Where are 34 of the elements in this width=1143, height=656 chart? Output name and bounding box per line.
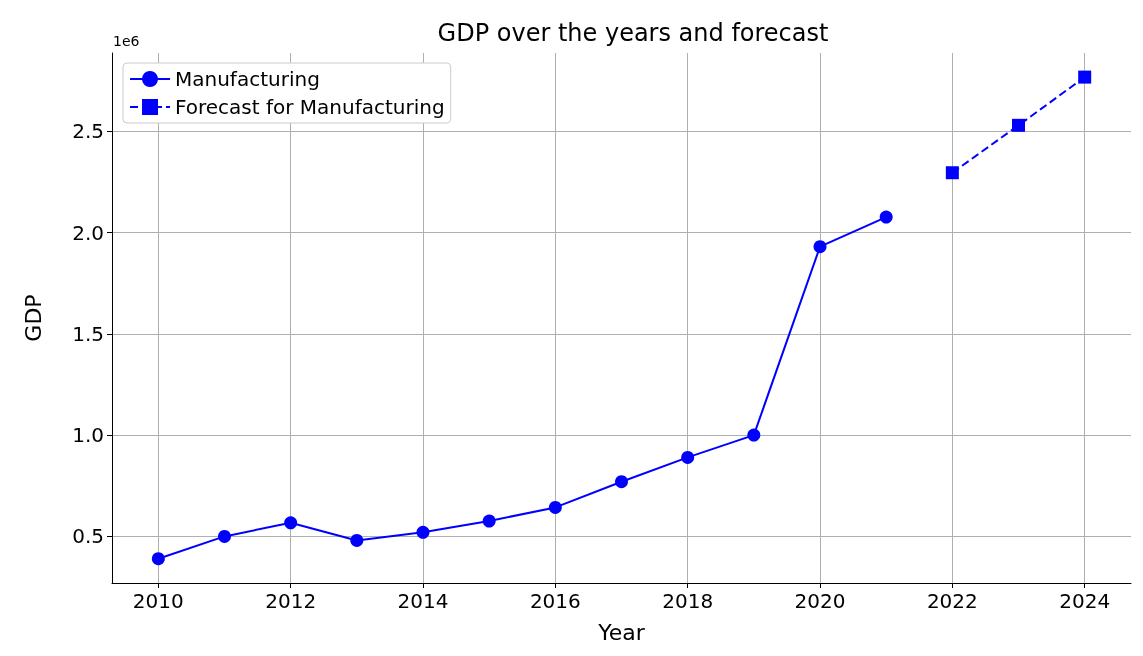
point — [218, 529, 231, 543]
point — [813, 240, 827, 254]
point — [482, 514, 496, 528]
point — [681, 450, 695, 464]
point — [284, 516, 298, 530]
text: 1e6 — [113, 33, 140, 49]
y-tick-label: 1.5 — [72, 321, 104, 346]
point — [416, 525, 430, 539]
chart-title: GDP over the years and forecast — [437, 19, 829, 47]
point — [1078, 70, 1092, 84]
x-tick-label: 2012 — [265, 589, 317, 613]
y-tick-label: 2.5 — [72, 119, 104, 144]
point — [879, 210, 893, 224]
x-tick-label: 2010 — [132, 589, 184, 613]
point — [151, 552, 165, 566]
y-tick-label: 1.0 — [72, 423, 104, 448]
point — [548, 500, 562, 514]
x-tick-label: 2020 — [794, 589, 846, 613]
x-axis-title: Year — [597, 619, 646, 645]
x-tick-label: 2024 — [1059, 589, 1111, 613]
point — [1012, 118, 1026, 132]
x-tick-label: 2014 — [397, 589, 449, 613]
x-tick-label: 2022 — [926, 589, 978, 613]
point — [747, 428, 761, 442]
x-tick-label: 2018 — [662, 589, 714, 613]
point — [615, 475, 628, 489]
y-tick-label: 0.5 — [72, 524, 104, 549]
point — [350, 533, 364, 547]
legend-label: Forecast for Manufacturing — [175, 95, 445, 119]
y-axis-title: GDP — [20, 294, 46, 342]
y-tick-label: 2.0 — [72, 220, 104, 245]
x-tick-label: 2016 — [529, 589, 581, 613]
legend-label: Manufacturing — [175, 67, 320, 91]
point — [945, 166, 959, 180]
